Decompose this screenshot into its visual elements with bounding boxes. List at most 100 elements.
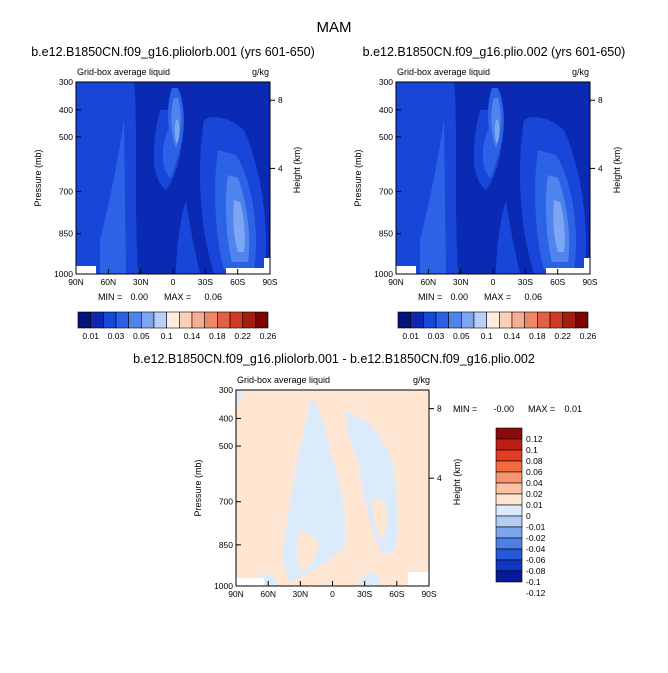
panel-3-y-axis-label: Pressure (mb) — [193, 459, 203, 516]
panel-1-x-tick-30N: 30N — [133, 277, 149, 287]
panel-2-colorbar-label-0-14: 0.14 — [504, 331, 521, 341]
panel-1-contours — [76, 82, 270, 274]
panel-3-x-tick-0: 0 — [330, 589, 335, 599]
panel-2-colorbar-swatch — [562, 311, 576, 329]
panel-3-colorbar-swatch — [495, 526, 523, 539]
panel-3-x-tick-30S: 30S — [357, 589, 372, 599]
panel-2-variable-label: Grid-box average liquid — [397, 67, 490, 77]
panel-3-y-tick-500: 500 — [219, 441, 233, 451]
panel-2-max-label: MAX = — [484, 292, 511, 302]
panel-2-y-tick-300: 300 — [379, 77, 393, 87]
panel-1-colorbar-swatch — [166, 311, 180, 329]
panel-3-x-tick-90N: 90N — [228, 589, 244, 599]
panel-2-colorbar-swatch — [549, 311, 563, 329]
panel-2-y2-tick-4: 4 — [598, 163, 603, 173]
panel-3-max-label: MAX = — [528, 404, 555, 414]
panel-2-colorbar-swatch — [499, 311, 513, 329]
panel-1-y2-tick-8: 8 — [278, 95, 283, 105]
panel-1-colorbar-swatch — [229, 311, 243, 329]
panel-2-x-tick-0: 0 — [491, 277, 496, 287]
panel-1-variable-label: Grid-box average liquid — [77, 67, 170, 77]
panel-3-colorbar-label-0-12: 0.12 — [526, 434, 543, 444]
panel-2-colorbar-label-0-18: 0.18 — [529, 331, 546, 341]
panel-3-colorbar-swatch — [495, 570, 523, 583]
panel-3-y-tick-1000: 1000 — [214, 581, 233, 591]
panel-3-colorbar-swatch — [495, 548, 523, 561]
panel-1-colorbar-swatch — [153, 311, 167, 329]
panel-3-max-value: 0.01 — [564, 404, 582, 414]
panel-1-y2-tick-4: 4 — [278, 163, 283, 173]
panel-1-y2-axis-label: Height (km) — [292, 147, 302, 194]
panel-1-colorbar-label-0-03: 0.03 — [108, 331, 125, 341]
panel-3-colorbar-label-0: 0 — [526, 511, 531, 521]
panel-1-x-tick-60S: 60S — [230, 277, 245, 287]
panel-3-colorbar-swatch — [495, 559, 523, 572]
panel-3-colorbar-swatch — [495, 504, 523, 517]
panel-3-title: b.e12.B1850CN.f09_g16.pliolorb.001 - b.e… — [133, 352, 535, 366]
panel-1-colorbar-label-0-14: 0.14 — [184, 331, 201, 341]
panel-3-x-tick-60N: 60N — [260, 589, 276, 599]
panel-3-colorbar-swatch — [495, 449, 523, 462]
panel-1-min-label: MIN = — [98, 292, 122, 302]
panel-1-colorbar-swatch — [204, 311, 218, 329]
panel-1-y-tick-700: 700 — [59, 186, 73, 196]
panel-2-colorbar-swatch — [524, 311, 538, 329]
panel-1-x-tick-30S: 30S — [198, 277, 213, 287]
panel-2-colorbar-swatch — [575, 311, 589, 329]
panel-3-colorbar-label-0-08: -0.08 — [526, 566, 546, 576]
panel-2-x-tick-30S: 30S — [518, 277, 533, 287]
panel-3-y-tick-400: 400 — [219, 413, 233, 423]
panel-1-x-tick-90N: 90N — [68, 277, 84, 287]
panel-2-max-value: 0.06 — [524, 292, 542, 302]
panel-1-colorbar-label-0-18: 0.18 — [209, 331, 226, 341]
panel-1-y-tick-850: 850 — [59, 229, 73, 239]
panel-3-colorbar-label-0-12: -0.12 — [526, 588, 546, 598]
panel-3-colorbar-label-0-08: 0.08 — [526, 456, 543, 466]
panel-1-colorbar-swatch — [179, 311, 193, 329]
panel-2-colorbar-label-0-26: 0.26 — [580, 331, 597, 341]
panel-1-colorbar-swatch — [115, 311, 129, 329]
panel-3-units-label: g/kg — [413, 375, 430, 385]
panel-2-colorbar-label-0-03: 0.03 — [428, 331, 445, 341]
panel-2-title: b.e12.B1850CN.f09_g16.plio.002 (yrs 601-… — [363, 45, 626, 59]
panel-1-min-value: 0.00 — [130, 292, 148, 302]
panel-3-colorbar-swatch — [495, 482, 523, 495]
panel-3-y2-tick-8: 8 — [437, 404, 442, 414]
figure-title: MAM — [317, 19, 352, 36]
panel-2-colorbar-label-0-05: 0.05 — [453, 331, 470, 341]
panel-3-y-tick-300: 300 — [219, 385, 233, 395]
panel-2-units-label: g/kg — [572, 67, 589, 77]
panel-1: b.e12.B1850CN.f09_g16.pliolorb.001 (yrs … — [31, 45, 315, 341]
panel-1-colorbar-swatch — [191, 311, 205, 329]
panel-1-y-tick-300: 300 — [59, 77, 73, 87]
panel-1-max-value: 0.06 — [204, 292, 222, 302]
panel-2-y-tick-400: 400 — [379, 105, 393, 115]
panel-1-colorbar-label-0-22: 0.22 — [234, 331, 251, 341]
panel-1-y-tick-1000: 1000 — [54, 269, 73, 279]
panel-3-variable-label: Grid-box average liquid — [237, 375, 330, 385]
panel-2-x-tick-60S: 60S — [550, 277, 565, 287]
panel-1-colorbar-swatch — [217, 311, 231, 329]
panel-1-colorbar-label-0-01: 0.01 — [82, 331, 99, 341]
panel-3-x-tick-30N: 30N — [293, 589, 309, 599]
panel-2-y-tick-500: 500 — [379, 132, 393, 142]
panel-1-colorbar-swatch — [90, 311, 104, 329]
panel-2-colorbar-swatch — [448, 311, 462, 329]
panel-3-colorbar-label-0-01: 0.01 — [526, 500, 543, 510]
panel-2-x-tick-30N: 30N — [453, 277, 469, 287]
panel-2-colorbar-swatch — [473, 311, 487, 329]
panel-2-colorbar-swatch — [461, 311, 475, 329]
panel-2: b.e12.B1850CN.f09_g16.plio.002 (yrs 601-… — [353, 45, 625, 341]
panel-3: b.e12.B1850CN.f09_g16.pliolorb.001 - b.e… — [133, 352, 582, 599]
panel-3-min-label: MIN = — [453, 404, 477, 414]
panel-1-units-label: g/kg — [252, 67, 269, 77]
panel-3-y-tick-850: 850 — [219, 540, 233, 550]
panel-2-colorbar-swatch — [423, 311, 437, 329]
panel-3-y2-axis-label: Height (km) — [452, 459, 462, 506]
panel-1-colorbar-swatch — [128, 311, 142, 329]
panel-3-colorbar-swatch — [495, 427, 523, 440]
panel-2-x-tick-60N: 60N — [421, 277, 437, 287]
panel-2-y-tick-700: 700 — [379, 186, 393, 196]
panel-3-colorbar-label-0-01: -0.01 — [526, 522, 546, 532]
panel-3-colorbar-swatch — [495, 537, 523, 550]
